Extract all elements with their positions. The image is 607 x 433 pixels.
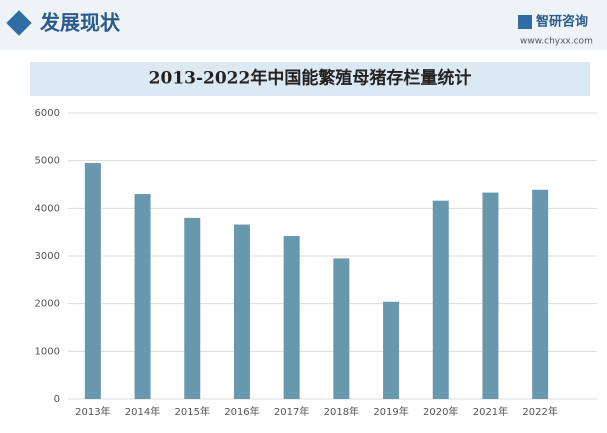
title-bar [30, 62, 590, 96]
x-tick-label: 2017年 [274, 405, 309, 418]
bar [184, 217, 201, 399]
y-tick-label: 4000 [35, 203, 60, 214]
bar [233, 224, 250, 399]
logo-icon [518, 15, 532, 29]
bar [383, 301, 400, 399]
y-tick-label: 2000 [35, 299, 60, 310]
header-title: 发展现状 [39, 11, 121, 35]
header-icon [6, 10, 32, 36]
bar [432, 200, 449, 399]
x-tick-label: 2018年 [324, 405, 359, 418]
bar [84, 163, 101, 399]
logo-name: 智研咨询 [536, 14, 588, 30]
header-band [0, 0, 607, 50]
bar [482, 192, 499, 399]
x-tick-label: 2020年 [423, 405, 458, 418]
x-tick-label: 2013年 [75, 405, 110, 418]
x-tick-label: 2014年 [125, 405, 160, 418]
y-tick-label: 1000 [35, 346, 60, 357]
bar [134, 194, 151, 399]
y-tick-label: 6000 [35, 108, 60, 119]
bar [333, 258, 350, 399]
bar [532, 189, 549, 399]
logo-url: www.chyxx.com [520, 37, 593, 47]
x-tick-label: 2019年 [373, 405, 408, 418]
x-tick-label: 2016年 [224, 405, 259, 418]
y-tick-label: 0 [54, 394, 60, 405]
bar [283, 235, 300, 399]
x-tick-label: 2021年 [473, 405, 508, 418]
y-tick-label: 3000 [35, 251, 60, 262]
x-tick-label: 2022年 [522, 405, 557, 418]
y-tick-label: 5000 [35, 156, 60, 167]
x-tick-label: 2015年 [175, 405, 210, 418]
chart-title: 2013-2022年中国能繁殖母猪存栏量统计 [149, 68, 472, 89]
